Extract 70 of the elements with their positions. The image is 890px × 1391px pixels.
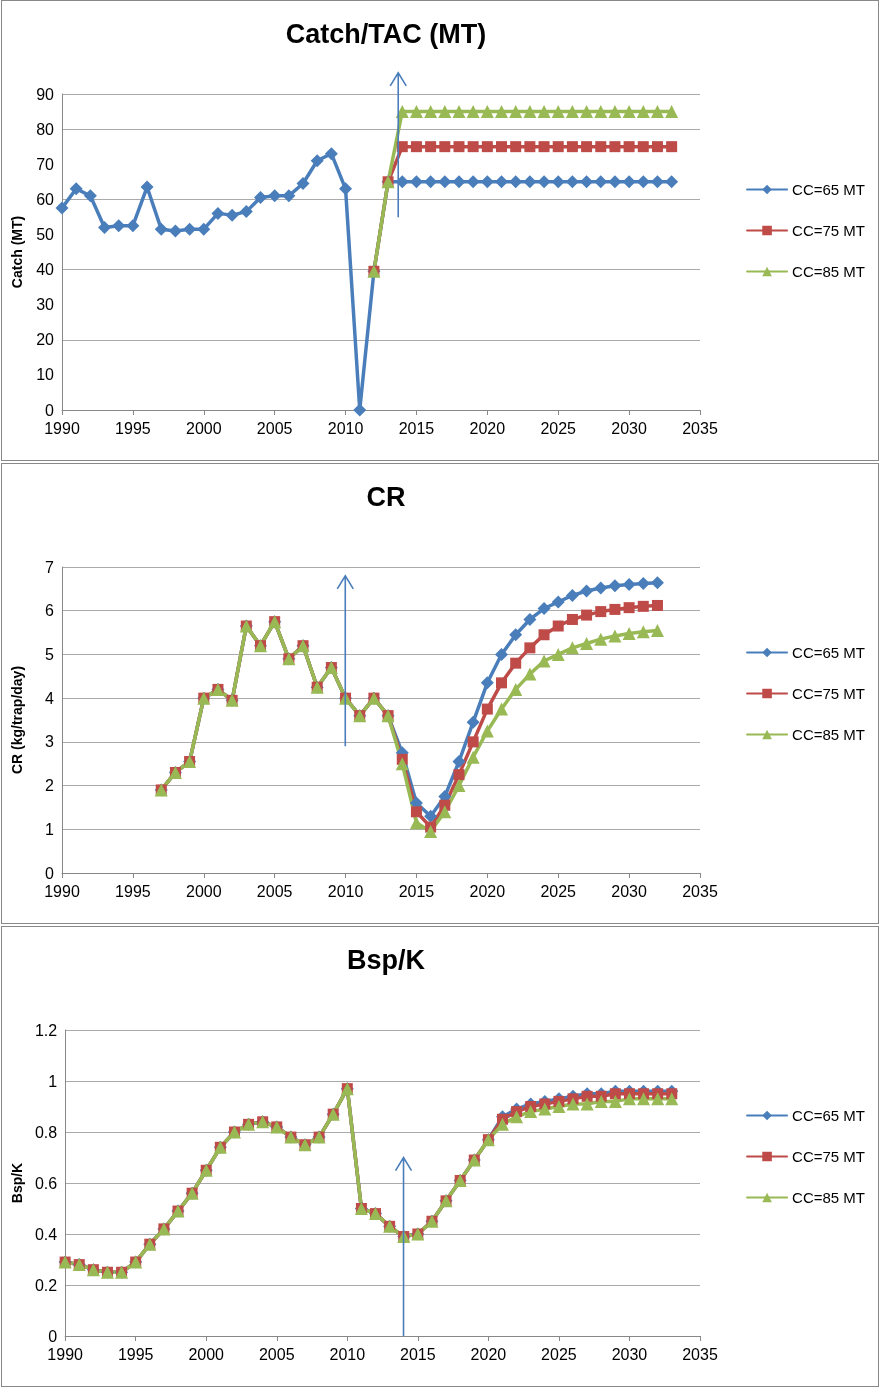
- legend-label: CC=75 MT: [792, 1148, 865, 1165]
- y-tick-label: 7: [45, 558, 55, 576]
- y-tick-label: 90: [36, 85, 55, 103]
- x-tick-label: 2015: [398, 882, 435, 900]
- y-tick-label: 1.2: [34, 1021, 58, 1039]
- x-tick-label: 2035: [682, 882, 718, 900]
- x-tick-label: 2020: [470, 1345, 507, 1363]
- x-tick-label: 2035: [682, 1345, 718, 1363]
- y-tick-label: 60: [36, 190, 55, 208]
- x-tick-label: 2030: [611, 419, 648, 437]
- y-tick-label: 30: [36, 296, 55, 314]
- legend-label: CC=85 MT: [792, 1189, 865, 1206]
- y-tick-label: 40: [36, 261, 55, 279]
- x-tick-label: 2010: [327, 419, 364, 437]
- x-tick-label: 1995: [117, 1345, 154, 1363]
- x-tick-label: 2020: [469, 419, 506, 437]
- y-tick-label: 0.4: [34, 1225, 58, 1243]
- y-tick-label: 0.6: [34, 1174, 58, 1192]
- y-tick-label: 50: [36, 225, 55, 243]
- x-tick-label: 2020: [469, 882, 506, 900]
- chart-title: Bsp/K: [346, 944, 426, 975]
- legend-label: CC=85 MT: [792, 726, 865, 743]
- y-tick-label: 1: [45, 820, 55, 838]
- x-tick-label: 1995: [115, 419, 151, 437]
- y-axis-title: Catch (MT): [9, 215, 25, 289]
- y-tick-label: 0: [48, 1327, 58, 1345]
- legend-label: CC=65 MT: [792, 181, 865, 198]
- y-tick-label: 0: [45, 864, 55, 882]
- legend-label: CC=65 MT: [792, 644, 865, 661]
- x-tick-label: 1990: [44, 882, 80, 900]
- legend-label: CC=75 MT: [792, 222, 865, 239]
- y-tick-label: 10: [36, 366, 55, 384]
- y-tick-label: 1: [48, 1072, 58, 1090]
- x-tick-label: 2010: [327, 882, 364, 900]
- x-tick-label: 2015: [398, 419, 435, 437]
- x-tick-label: 2030: [611, 882, 648, 900]
- legend-label: CC=75 MT: [792, 685, 865, 702]
- x-tick-label: 2010: [329, 1345, 366, 1363]
- y-tick-label: 2: [45, 777, 55, 795]
- y-tick-label: 0: [45, 401, 55, 419]
- y-tick-label: 4: [45, 689, 55, 707]
- x-tick-label: 2015: [400, 1345, 436, 1363]
- x-tick-label: 2005: [256, 882, 293, 900]
- y-tick-label: 70: [36, 155, 55, 173]
- x-tick-label: 2025: [540, 882, 577, 900]
- x-tick-label: 1990: [44, 419, 80, 437]
- x-tick-label: 2035: [682, 419, 718, 437]
- x-tick-label: 1995: [115, 882, 151, 900]
- y-axis-title: Bsp/K: [9, 1162, 25, 1204]
- x-tick-label: 2000: [185, 882, 222, 900]
- x-tick-label: 2005: [258, 1345, 295, 1363]
- y-tick-label: 0.2: [34, 1276, 58, 1294]
- y-tick-label: 20: [36, 331, 55, 349]
- y-tick-label: 0.8: [34, 1123, 58, 1141]
- chart-title: CR: [366, 481, 406, 512]
- y-tick-label: 3: [45, 733, 55, 751]
- legend-label: CC=65 MT: [792, 1107, 865, 1124]
- y-tick-label: 6: [45, 602, 55, 620]
- x-tick-label: 2005: [256, 419, 293, 437]
- chart-title: Catch/TAC (MT): [285, 18, 487, 49]
- x-tick-label: 1990: [47, 1345, 84, 1363]
- x-tick-label: 2025: [541, 1345, 577, 1363]
- x-tick-label: 2000: [188, 1345, 225, 1363]
- x-tick-label: 2000: [185, 419, 222, 437]
- x-tick-label: 2030: [611, 1345, 648, 1363]
- y-axis-title: CR (kg/trap/day): [9, 665, 25, 775]
- y-tick-label: 5: [45, 645, 55, 663]
- y-tick-label: 80: [36, 120, 55, 138]
- legend-label: CC=85 MT: [792, 263, 865, 280]
- x-tick-label: 2025: [540, 419, 577, 437]
